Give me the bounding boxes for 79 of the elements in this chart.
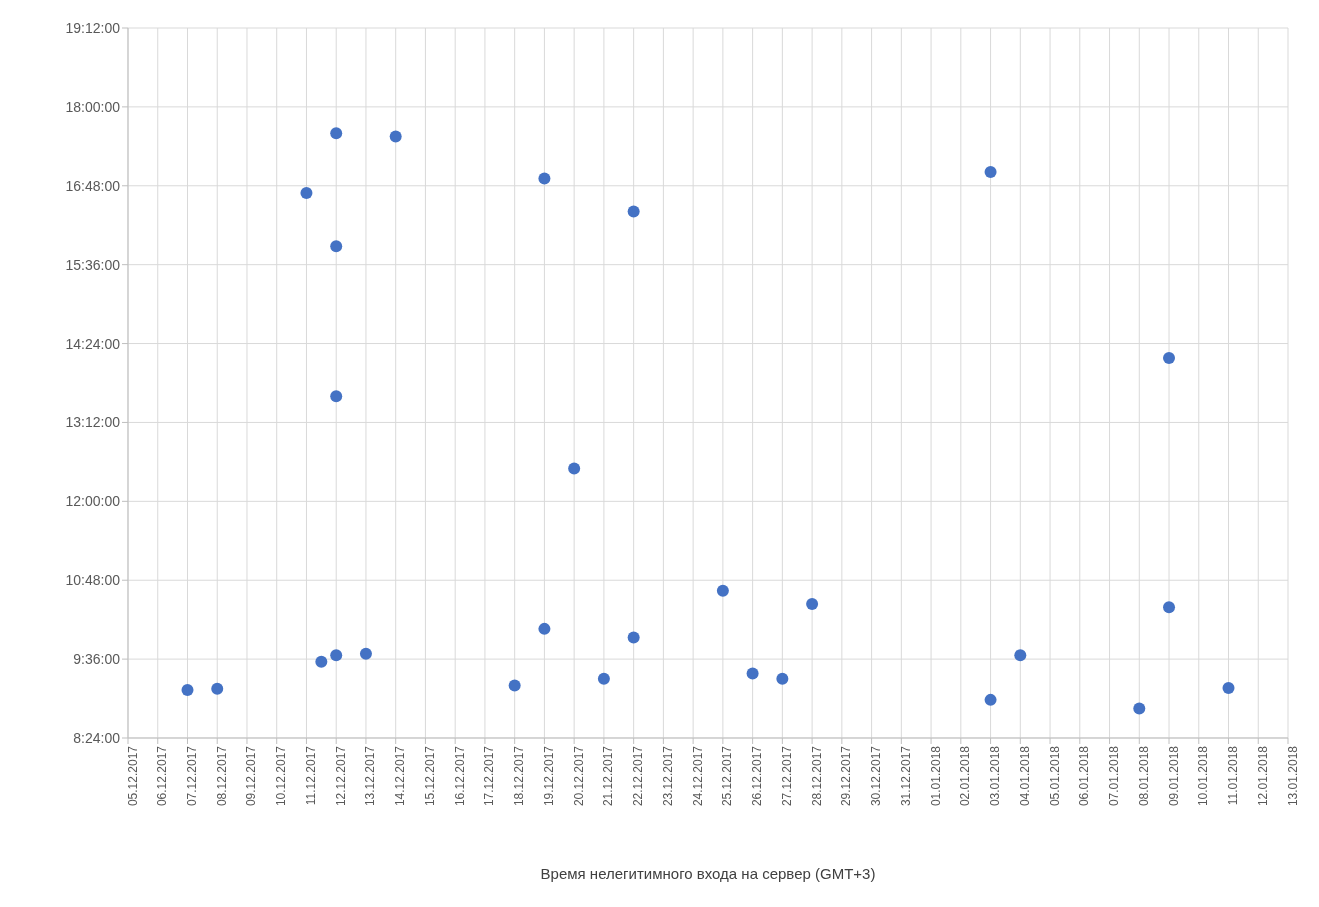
x-tick-label: 11.01.2018 <box>1226 745 1241 806</box>
point <box>806 597 819 610</box>
x-tick-label: 22.12.2017 <box>631 745 646 807</box>
y-tick-label: 10:48:00 <box>65 572 121 589</box>
point <box>330 390 343 403</box>
y-tick-label: 8:24:00 <box>73 729 121 746</box>
x-tick-label: 17.12.2017 <box>482 745 497 807</box>
x-tick-label: 05.12.2017 <box>125 745 140 807</box>
y-tick-label: 12:00:00 <box>65 493 121 510</box>
point <box>211 682 224 695</box>
x-tick-label: 12.01.2018 <box>1255 745 1270 807</box>
x-tick-label: 08.01.2018 <box>1136 745 1151 807</box>
x-tick-label: 14.12.2017 <box>393 745 408 807</box>
x-tick-label: 09.01.2018 <box>1166 745 1181 807</box>
point <box>984 693 997 706</box>
point <box>1014 649 1027 662</box>
x-tick-label: 12.12.2017 <box>333 745 348 807</box>
x-tick-label: 25.12.2017 <box>720 745 735 807</box>
y-tick-label: 15:36:00 <box>65 256 121 273</box>
y-tick-label: 18:00:00 <box>65 98 121 115</box>
y-tick-label: 9:36:00 <box>73 651 121 668</box>
x-tick-label: 08.12.2017 <box>214 745 229 807</box>
point <box>776 672 789 685</box>
point <box>300 187 313 200</box>
point <box>1163 352 1176 365</box>
x-tick-label: 13.12.2017 <box>363 745 378 807</box>
y-tick-label: 19:12:00 <box>65 19 121 36</box>
point <box>1222 682 1235 695</box>
y-tick-label: 13:12:00 <box>65 414 121 431</box>
x-tick-label: 20.12.2017 <box>571 745 586 807</box>
point <box>538 622 551 635</box>
point <box>1133 702 1146 715</box>
x-tick-label: 13.01.2018 <box>1285 745 1300 807</box>
point <box>330 127 343 140</box>
x-tick-label: 27.12.2017 <box>779 745 794 807</box>
x-tick-label: 23.12.2017 <box>660 745 675 807</box>
x-tick-label: 10.01.2018 <box>1196 745 1211 807</box>
x-tick-label: 04.01.2018 <box>1017 745 1032 807</box>
point <box>597 672 610 685</box>
y-tick-label: 14:24:00 <box>65 335 121 352</box>
x-tick-label: 05.01.2018 <box>1047 745 1062 807</box>
x-tick-label: 15.12.2017 <box>422 745 437 807</box>
x-tick-label: 26.12.2017 <box>750 745 765 807</box>
x-tick-label: 16.12.2017 <box>452 745 467 807</box>
point <box>627 631 640 644</box>
x-tick-label: 03.01.2018 <box>988 745 1003 807</box>
point <box>627 205 640 218</box>
x-tick-label: 29.12.2017 <box>839 745 854 807</box>
x-tick-label: 11.12.2017 <box>303 745 318 806</box>
x-tick-label: 09.12.2017 <box>244 745 259 807</box>
point <box>359 647 372 660</box>
x-tick-label: 31.12.2017 <box>898 745 913 807</box>
x-tick-label: 10.12.2017 <box>274 745 289 807</box>
point <box>181 684 194 697</box>
point <box>330 240 343 253</box>
point <box>330 649 343 662</box>
x-tick-label: 19.12.2017 <box>541 745 556 807</box>
point <box>568 462 581 475</box>
x-axis-title: Время нелегитимного входа на сервер (GMT+3) <box>540 864 876 882</box>
x-tick-label: 21.12.2017 <box>601 745 616 807</box>
x-tick-label: 06.12.2017 <box>155 745 170 807</box>
x-tick-label: 02.01.2018 <box>958 745 973 807</box>
x-tick-label: 30.12.2017 <box>869 745 884 807</box>
point <box>508 679 521 692</box>
point <box>746 667 759 680</box>
x-tick-label: 18.12.2017 <box>512 745 527 807</box>
point <box>315 655 328 668</box>
x-tick-label: 06.01.2018 <box>1077 745 1092 807</box>
x-tick-label: 07.01.2018 <box>1107 745 1122 807</box>
point <box>389 130 402 143</box>
point <box>984 165 997 178</box>
x-tick-label: 28.12.2017 <box>809 745 824 807</box>
point <box>538 172 551 185</box>
x-tick-label: 24.12.2017 <box>690 745 705 807</box>
point <box>716 584 729 597</box>
x-tick-label: 01.01.2018 <box>928 745 943 807</box>
x-tick-label: 07.12.2017 <box>185 745 200 807</box>
point <box>1163 601 1176 614</box>
y-tick-label: 16:48:00 <box>65 177 121 194</box>
